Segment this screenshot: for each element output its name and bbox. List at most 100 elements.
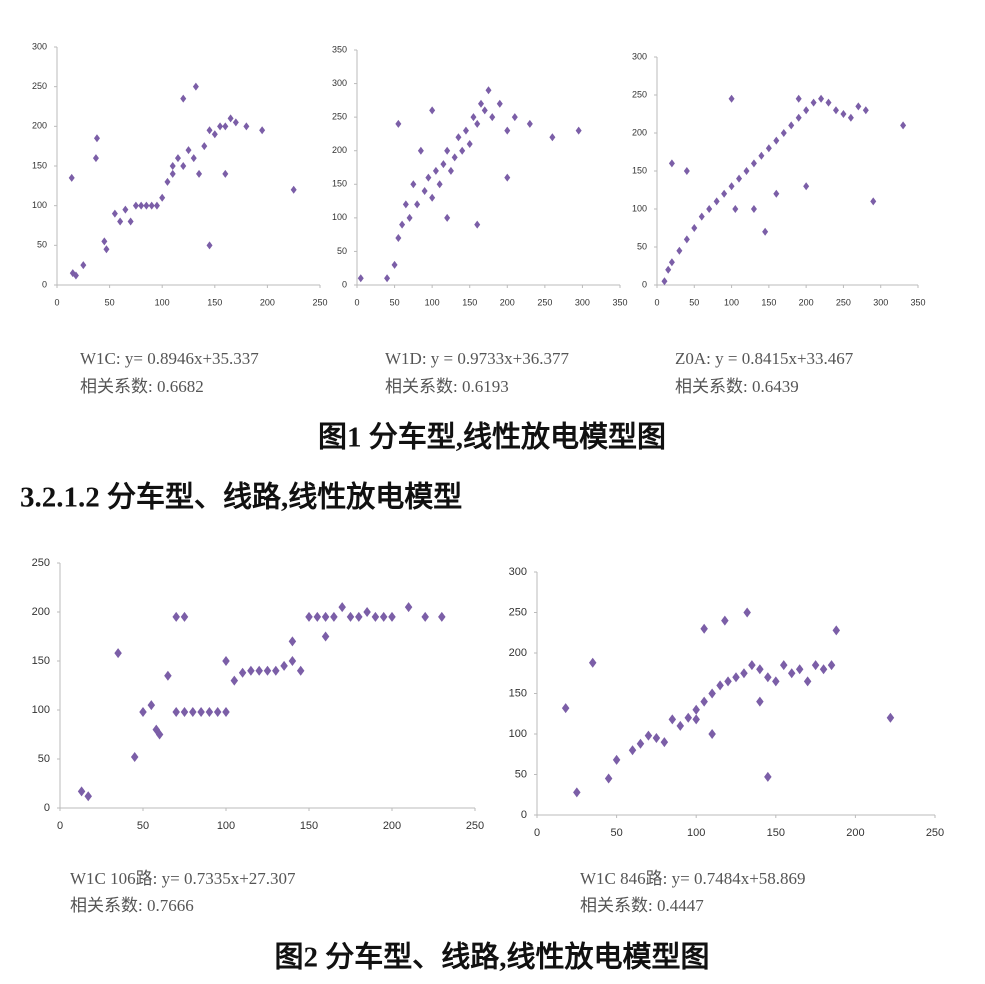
point (346, 611, 355, 622)
annotation: W1C 106路: y= 0.7335x+27.307 (70, 869, 296, 888)
point (206, 241, 213, 250)
point (211, 130, 218, 139)
point (92, 154, 99, 163)
point (764, 672, 772, 683)
point (305, 611, 313, 622)
point (676, 246, 683, 255)
point (721, 189, 728, 198)
x-tick-label: 50 (390, 297, 400, 307)
point (612, 754, 621, 765)
point (404, 602, 413, 613)
point (103, 245, 110, 254)
point (459, 146, 466, 155)
point (192, 82, 199, 91)
point (402, 200, 409, 209)
point (886, 712, 895, 723)
point (713, 197, 720, 206)
y-tick-label: 150 (509, 687, 527, 699)
point (474, 119, 481, 128)
x-tick-label: 0 (54, 297, 59, 307)
point (795, 664, 804, 675)
point (721, 615, 729, 626)
point (665, 265, 672, 274)
x-tick-label: 250 (836, 297, 851, 307)
point (321, 631, 330, 642)
annotation: W1C 846路: y= 0.7484x+58.869 (580, 869, 806, 888)
point (803, 106, 810, 115)
point (683, 235, 690, 244)
point (321, 611, 330, 622)
point (708, 688, 716, 699)
point (272, 665, 280, 676)
y-tick-label: 200 (632, 127, 647, 137)
point (436, 180, 443, 189)
x-tick-label: 50 (105, 297, 115, 307)
x-tick-label: 200 (260, 297, 275, 307)
point (68, 173, 75, 182)
x-tick-label: 100 (687, 827, 705, 839)
annotation: Z0A: y = 0.8415x+33.467 (675, 349, 854, 368)
point (787, 668, 796, 679)
point (772, 676, 780, 687)
point (185, 146, 192, 155)
y-tick-label: 300 (509, 566, 527, 578)
point (455, 133, 462, 142)
annotation: W1C: y= 0.8946x+35.337 (80, 349, 259, 368)
point (765, 144, 772, 153)
point (827, 660, 836, 671)
point (180, 94, 187, 103)
point (832, 106, 839, 115)
point (438, 611, 446, 622)
point (636, 738, 645, 749)
point (732, 672, 740, 683)
y-tick-label: 0 (521, 809, 527, 821)
point (122, 205, 129, 214)
point (132, 201, 139, 210)
point (147, 700, 156, 711)
point (243, 122, 250, 131)
point (588, 657, 597, 668)
point (862, 106, 869, 115)
point (466, 140, 473, 148)
point (280, 660, 288, 671)
y-tick-label: 0 (342, 279, 347, 289)
point (451, 153, 458, 162)
point (232, 118, 239, 127)
y-tick-label: 200 (32, 606, 50, 618)
point (728, 94, 735, 103)
point (668, 258, 675, 267)
point (388, 611, 396, 622)
point (288, 656, 297, 666)
point (900, 121, 907, 130)
x-tick-label: 50 (137, 820, 149, 832)
y-tick-label: 50 (37, 240, 47, 250)
point (391, 260, 398, 269)
point (716, 680, 724, 691)
point (573, 787, 581, 798)
x-tick-label: 150 (300, 820, 318, 832)
point (80, 261, 87, 270)
x-tick-label: 0 (654, 297, 659, 307)
x-tick-label: 200 (500, 297, 515, 307)
point (425, 173, 432, 182)
point (313, 611, 322, 622)
point (355, 611, 363, 622)
x-tick-label: 50 (610, 827, 622, 839)
point (222, 656, 230, 666)
point (481, 106, 488, 115)
point (504, 126, 511, 135)
point (77, 786, 86, 797)
x-tick-label: 0 (57, 820, 63, 832)
x-tick-label: 150 (767, 827, 785, 839)
point (470, 113, 477, 122)
y-tick-label: 150 (632, 165, 647, 175)
point (338, 602, 346, 613)
point (708, 729, 716, 739)
point (691, 224, 698, 232)
point (511, 113, 518, 122)
y-tick-label: 100 (32, 200, 47, 210)
point (870, 197, 877, 206)
point (174, 154, 181, 163)
y-tick-label: 300 (632, 51, 647, 61)
point (130, 752, 139, 763)
